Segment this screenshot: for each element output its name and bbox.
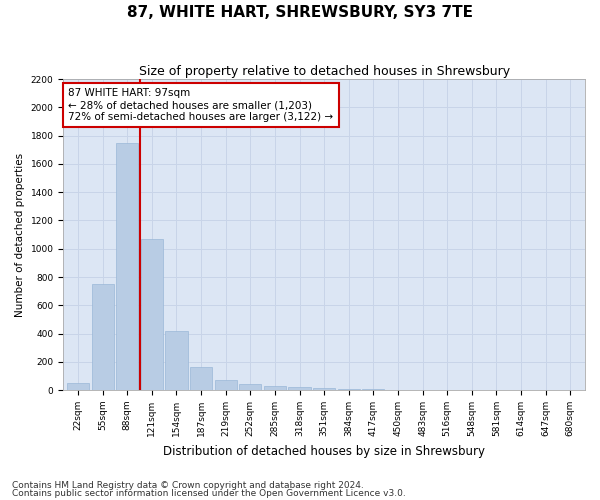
Bar (166, 332, 188, 390)
Bar (116, 143, 139, 390)
Bar (264, 386, 286, 390)
Bar (67, 383, 89, 390)
Text: Contains HM Land Registry data © Crown copyright and database right 2024.: Contains HM Land Registry data © Crown c… (12, 480, 364, 490)
Y-axis label: Number of detached properties: Number of detached properties (15, 152, 25, 316)
Bar (289, 387, 311, 390)
Bar (239, 384, 262, 390)
Bar (215, 380, 237, 390)
X-axis label: Distribution of detached houses by size in Shrewsbury: Distribution of detached houses by size … (163, 444, 485, 458)
Bar (141, 239, 163, 390)
Bar (190, 368, 212, 390)
Text: 87, WHITE HART, SHREWSBURY, SY3 7TE: 87, WHITE HART, SHREWSBURY, SY3 7TE (127, 5, 473, 20)
Bar (313, 388, 335, 390)
Bar (92, 284, 114, 390)
Text: 87 WHITE HART: 97sqm
← 28% of detached houses are smaller (1,203)
72% of semi-de: 87 WHITE HART: 97sqm ← 28% of detached h… (68, 88, 334, 122)
Title: Size of property relative to detached houses in Shrewsbury: Size of property relative to detached ho… (139, 65, 510, 78)
Bar (338, 389, 360, 390)
Text: Contains public sector information licensed under the Open Government Licence v3: Contains public sector information licen… (12, 489, 406, 498)
